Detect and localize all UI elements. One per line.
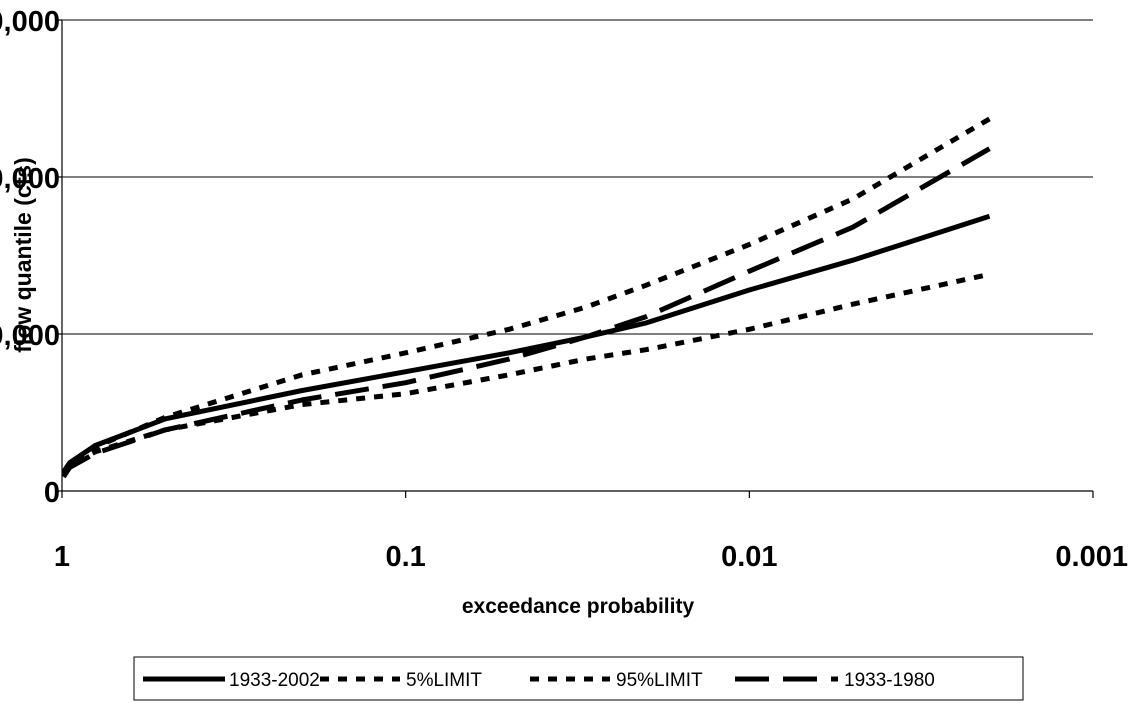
y-tick-label-1: 10,000 — [0, 320, 60, 352]
x-axis-title: exceedance probability — [462, 595, 695, 618]
series-line-1933-1980 — [61, 146, 991, 479]
y-axis-title: flow quantile (cfs) — [10, 157, 36, 353]
legend-label-0: 1933-2002 — [229, 670, 320, 691]
x-tick-label-2: 0.01 — [721, 541, 777, 573]
axes — [55, 19, 1094, 498]
legend-label-2: 95%LIMIT — [616, 670, 703, 691]
x-tick-label-1: 0.1 — [386, 541, 426, 573]
tick-labels: 0 10,000 20,000 30,000 1 0.1 0.01 0.001 — [0, 6, 1128, 573]
legend-label-3: 1933-1980 — [844, 670, 935, 691]
y-tick-label-0: 0 — [44, 477, 60, 509]
legend: 1933-2002 5%LIMIT 95%LIMIT 1933-1980 — [133, 656, 1024, 701]
y-tick-label-2: 20,000 — [0, 163, 60, 195]
series-line-95-limit — [61, 271, 991, 476]
x-tick-label-0: 1 — [54, 541, 70, 573]
series-line-1933-2002 — [61, 213, 991, 474]
gridlines — [62, 19, 1093, 335]
legend-box — [133, 656, 1024, 701]
series-lines — [61, 116, 991, 479]
y-tick-label-3: 30,000 — [0, 6, 60, 38]
legend-label-1: 5%LIMIT — [406, 670, 482, 691]
series-line-5-limit — [61, 116, 991, 474]
x-tick-label-3: 0.001 — [1055, 541, 1128, 573]
